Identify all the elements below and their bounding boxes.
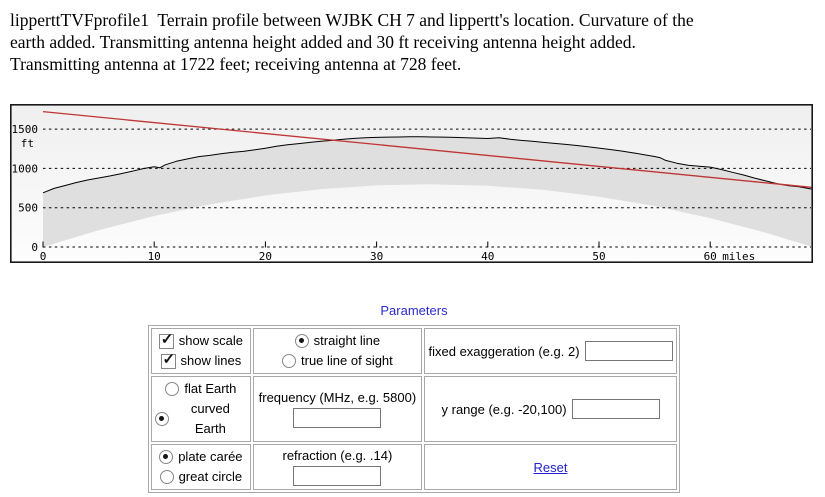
svg-text:0: 0 <box>31 241 38 254</box>
plate-caree-label: plate carée <box>178 449 243 464</box>
description-line-3: Transmitting antenna at 1722 feet; recei… <box>10 54 462 74</box>
y-range-input[interactable] <box>571 399 660 419</box>
great-circle-label: great circle <box>178 469 243 484</box>
svg-text:30: 30 <box>370 250 383 263</box>
show-lines-label: show lines <box>180 353 242 368</box>
refraction-label: refraction (e.g. .14) <box>282 448 393 463</box>
show-lines-checkbox-icon[interactable] <box>160 350 176 370</box>
flat-earth-radio-icon[interactable] <box>165 382 180 396</box>
cell-projection-options: plate carée great circle <box>151 444 251 490</box>
plate-caree-radio-icon[interactable] <box>159 450 174 464</box>
cell-line-options: straight line true line of sight <box>252 328 423 374</box>
flat-earth-label: flat Earth <box>184 381 237 396</box>
svg-text:ft: ft <box>21 137 34 150</box>
description-line-2: earth added. Transmitting antenna height… <box>10 32 636 52</box>
cell-refraction: refraction (e.g. .14) <box>252 444 423 490</box>
frequency-label: frequency (MHz, e.g. 5800) <box>258 390 417 405</box>
svg-text:1500: 1500 <box>12 123 39 136</box>
flat-earth-option[interactable]: flat Earth <box>155 379 247 399</box>
straight-line-radio-icon[interactable] <box>294 334 309 348</box>
svg-text:20: 20 <box>259 250 272 263</box>
cell-reset: Reset <box>424 444 677 490</box>
frequency-input[interactable] <box>293 408 382 428</box>
true-line-of-sight-option[interactable]: true line of sight <box>257 351 418 371</box>
reset-link[interactable]: Reset <box>533 459 568 475</box>
refraction-input[interactable] <box>293 466 382 486</box>
svg-text:miles: miles <box>722 250 755 263</box>
cell-fixed-exaggeration: fixed exaggeration (e.g. 2) <box>424 328 677 374</box>
profile-description: lipperttTVFprofile1 Terrain profile betw… <box>10 9 694 75</box>
svg-text:500: 500 <box>18 202 38 215</box>
parameters-title: Parameters <box>380 303 448 318</box>
great-circle-option[interactable]: great circle <box>155 467 247 487</box>
terrain-profile-chart: 0 500 1000 1500 ft 0 10 20 30 40 50 60 miles <box>10 104 813 263</box>
svg-text:40: 40 <box>481 250 494 263</box>
fixed-exaggeration-label: fixed exaggeration (e.g. 2) <box>428 343 580 359</box>
true-line-of-sight-radio-icon[interactable] <box>282 354 296 368</box>
true-line-of-sight-label: true line of sight <box>301 353 393 368</box>
svg-text:0: 0 <box>40 250 47 263</box>
cell-earth-options: flat Earth curved Earth <box>151 376 251 442</box>
svg-text:60: 60 <box>704 250 717 263</box>
cell-show-options: show scale show lines <box>151 328 251 374</box>
straight-line-option[interactable]: straight line <box>257 331 418 351</box>
show-lines-option[interactable]: show lines <box>155 350 247 371</box>
svg-text:50: 50 <box>592 250 605 263</box>
cell-y-range: y range (e.g. -20,100) <box>424 376 677 442</box>
parameters-table: show scale show lines straight line true… <box>148 325 680 493</box>
plate-caree-option[interactable]: plate carée <box>155 447 247 467</box>
y-range-label: y range (e.g. -20,100) <box>441 401 567 417</box>
fixed-exaggeration-input[interactable] <box>584 341 673 361</box>
description-line-1: lipperttTVFprofile1 Terrain profile betw… <box>10 10 694 30</box>
straight-line-label: straight line <box>313 333 381 348</box>
svg-text:10: 10 <box>148 250 161 263</box>
cell-frequency: frequency (MHz, e.g. 5800) <box>252 376 423 442</box>
curved-earth-radio-icon[interactable] <box>155 412 169 426</box>
curved-earth-option[interactable]: curved Earth <box>155 399 247 439</box>
show-scale-option[interactable]: show scale <box>155 330 247 351</box>
great-circle-radio-icon[interactable] <box>159 470 174 484</box>
curved-earth-label: curved Earth <box>190 401 230 436</box>
show-scale-checkbox-icon[interactable] <box>158 330 174 350</box>
show-scale-label: show scale <box>178 333 244 348</box>
svg-text:1000: 1000 <box>12 162 39 175</box>
